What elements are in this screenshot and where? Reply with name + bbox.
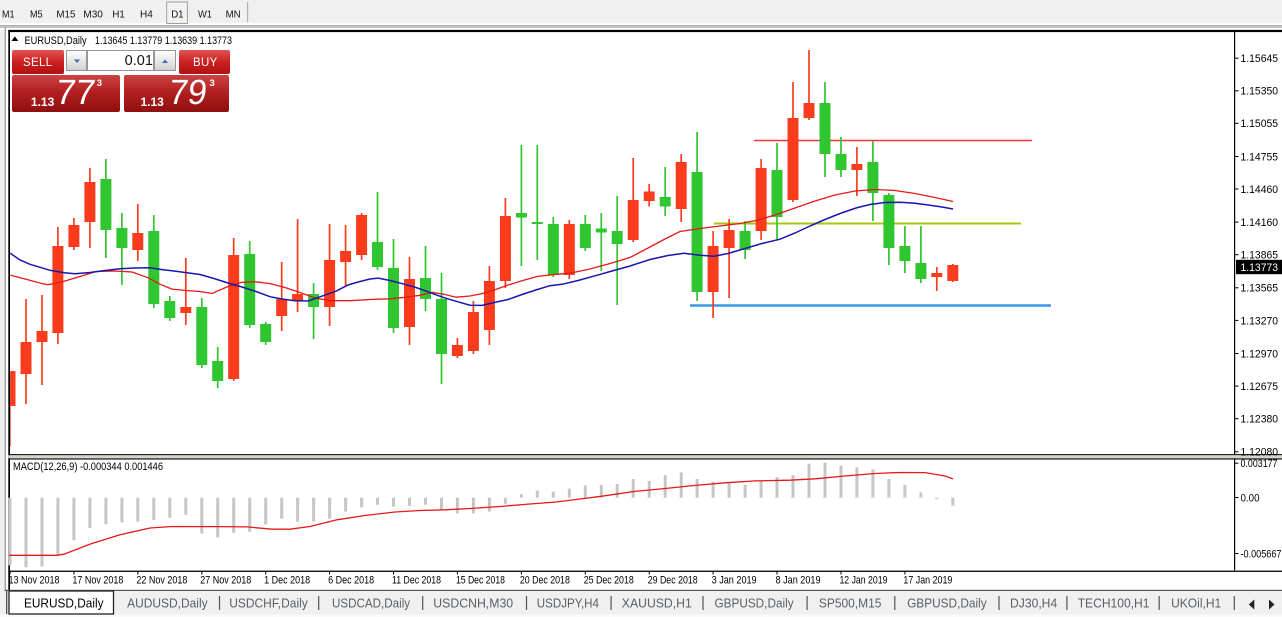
svg-text:USDJPY,H4: USDJPY,H4	[537, 597, 599, 611]
svg-text:GBPUSD,Daily: GBPUSD,Daily	[715, 597, 795, 611]
svg-text:13 Nov 2018: 13 Nov 2018	[9, 575, 60, 587]
svg-text:22 Nov 2018: 22 Nov 2018	[136, 575, 187, 587]
svg-text:1.15645: 1.15645	[1241, 53, 1279, 65]
svg-text:1.15350: 1.15350	[1241, 86, 1279, 98]
svg-text:1 Dec 2018: 1 Dec 2018	[264, 575, 310, 587]
svg-text:1.15055: 1.15055	[1241, 118, 1279, 130]
svg-text:SP500,M15: SP500,M15	[819, 597, 882, 611]
svg-text:11 Dec 2018: 11 Dec 2018	[392, 575, 441, 587]
svg-text:17 Nov 2018: 17 Nov 2018	[72, 575, 123, 587]
svg-text:GBPUSD,Daily: GBPUSD,Daily	[907, 597, 987, 611]
svg-text:1.12380: 1.12380	[1241, 414, 1279, 426]
svg-text:0.00: 0.00	[1241, 492, 1260, 504]
svg-text:W1: W1	[198, 9, 212, 21]
svg-text:MN: MN	[226, 9, 241, 21]
svg-text:1.13865: 1.13865	[1241, 250, 1279, 262]
svg-text:29 Dec 2018: 29 Dec 2018	[648, 575, 698, 587]
svg-text:1.12080: 1.12080	[1241, 447, 1279, 459]
svg-text:20 Dec 2018: 20 Dec 2018	[520, 575, 570, 587]
svg-text:EURUSD,Daily: EURUSD,Daily	[25, 35, 88, 47]
svg-text:15 Dec 2018: 15 Dec 2018	[456, 575, 505, 587]
svg-text:3 Jan 2019: 3 Jan 2019	[712, 575, 757, 587]
svg-text:12 Jan 2019: 12 Jan 2019	[839, 575, 887, 587]
svg-text:USDCNH,M30: USDCNH,M30	[433, 597, 513, 611]
svg-text:XAUUSD,H1: XAUUSD,H1	[622, 597, 692, 611]
svg-text:6 Dec 2018: 6 Dec 2018	[328, 575, 374, 587]
svg-text:EURUSD,Daily: EURUSD,Daily	[24, 597, 104, 611]
svg-text:UKOil,H1: UKOil,H1	[1171, 597, 1221, 611]
svg-text:1.14160: 1.14160	[1241, 217, 1279, 229]
svg-text:AUDUSD,Daily: AUDUSD,Daily	[127, 597, 208, 611]
svg-text:USDCAD,Daily: USDCAD,Daily	[332, 597, 411, 611]
svg-text:M5: M5	[30, 9, 43, 21]
svg-text:H1: H1	[112, 9, 125, 21]
svg-text:8 Jan 2019: 8 Jan 2019	[776, 575, 821, 587]
svg-text:1.13565: 1.13565	[1241, 283, 1279, 295]
svg-text:25 Dec 2018: 25 Dec 2018	[584, 575, 634, 587]
svg-text:USDCHF,Daily: USDCHF,Daily	[229, 597, 308, 611]
svg-text:M30: M30	[83, 9, 103, 21]
svg-text:1.14755: 1.14755	[1241, 151, 1279, 163]
svg-text:1.14460: 1.14460	[1241, 184, 1279, 196]
svg-text:-0.005667: -0.005667	[1241, 548, 1282, 560]
svg-text:1.12675: 1.12675	[1241, 381, 1279, 393]
svg-text:DJ30,H4: DJ30,H4	[1010, 597, 1057, 611]
svg-text:0.003177: 0.003177	[1241, 458, 1278, 470]
svg-text:M1: M1	[2, 9, 15, 21]
svg-text:1.13773: 1.13773	[1241, 262, 1279, 274]
svg-text:27 Nov 2018: 27 Nov 2018	[200, 575, 251, 587]
svg-text:D1: D1	[171, 9, 184, 21]
svg-text:H4: H4	[140, 9, 153, 21]
svg-text:1.13270: 1.13270	[1241, 315, 1279, 327]
svg-text:1.12970: 1.12970	[1241, 348, 1279, 360]
svg-text:TECH100,H1: TECH100,H1	[1078, 597, 1150, 611]
svg-text:M15: M15	[56, 9, 75, 21]
svg-text:MACD(12,26,9) -0.000344 0.0014: MACD(12,26,9) -0.000344 0.001446	[13, 461, 163, 473]
svg-text:17 Jan 2019: 17 Jan 2019	[903, 575, 952, 587]
svg-text:1.13645 1.13779 1.13639 1.1377: 1.13645 1.13779 1.13639 1.13773	[95, 35, 232, 47]
